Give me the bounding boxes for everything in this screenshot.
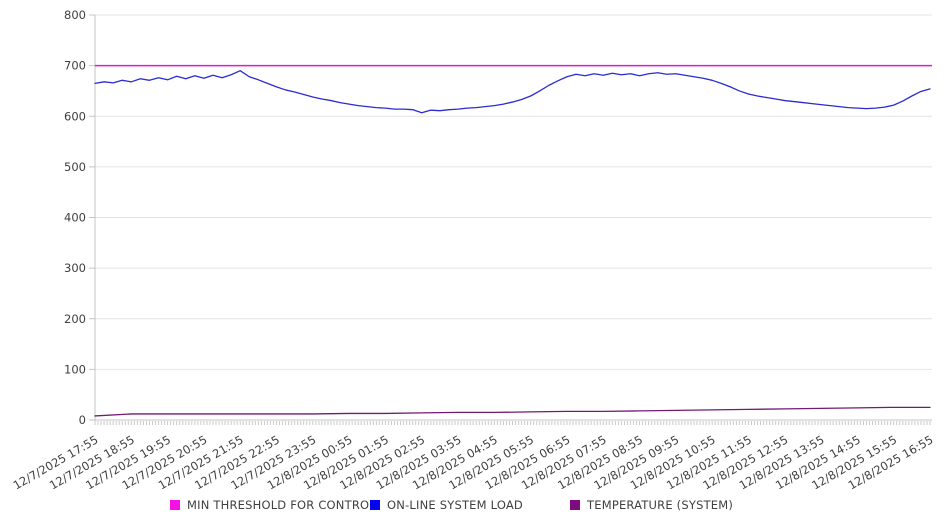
- y-tick-label: 700: [64, 59, 86, 73]
- y-tick-label: 100: [64, 362, 86, 376]
- purple-swatch-icon: [570, 500, 580, 510]
- series-line-2: [94, 406, 931, 417]
- y-tick-label: 500: [64, 160, 86, 174]
- y-tick-label: 600: [64, 109, 86, 123]
- chart-legend: MIN THRESHOLD FOR CONTROL ON-LINE SYSTEM…: [170, 498, 733, 512]
- legend-label: MIN THRESHOLD FOR CONTROL: [187, 498, 376, 512]
- y-tick-label: 200: [64, 312, 86, 326]
- y-tick-label: 400: [64, 211, 86, 225]
- legend-item-min-threshold: MIN THRESHOLD FOR CONTROL: [170, 498, 376, 512]
- legend-item-temperature: TEMPERATURE (SYSTEM): [570, 498, 733, 512]
- legend-item-system-load: ON-LINE SYSTEM LOAD: [370, 498, 570, 512]
- legend-label: ON-LINE SYSTEM LOAD: [387, 498, 523, 512]
- blue-swatch-icon: [370, 500, 380, 510]
- magenta-swatch-icon: [170, 500, 180, 510]
- y-tick-label: 0: [79, 413, 86, 427]
- series-line-1: [94, 70, 931, 114]
- y-tick-label: 300: [64, 261, 86, 275]
- y-tick-label: 800: [64, 8, 86, 22]
- x-minor-ticks: [94, 421, 931, 425]
- legend-label: TEMPERATURE (SYSTEM): [587, 498, 734, 512]
